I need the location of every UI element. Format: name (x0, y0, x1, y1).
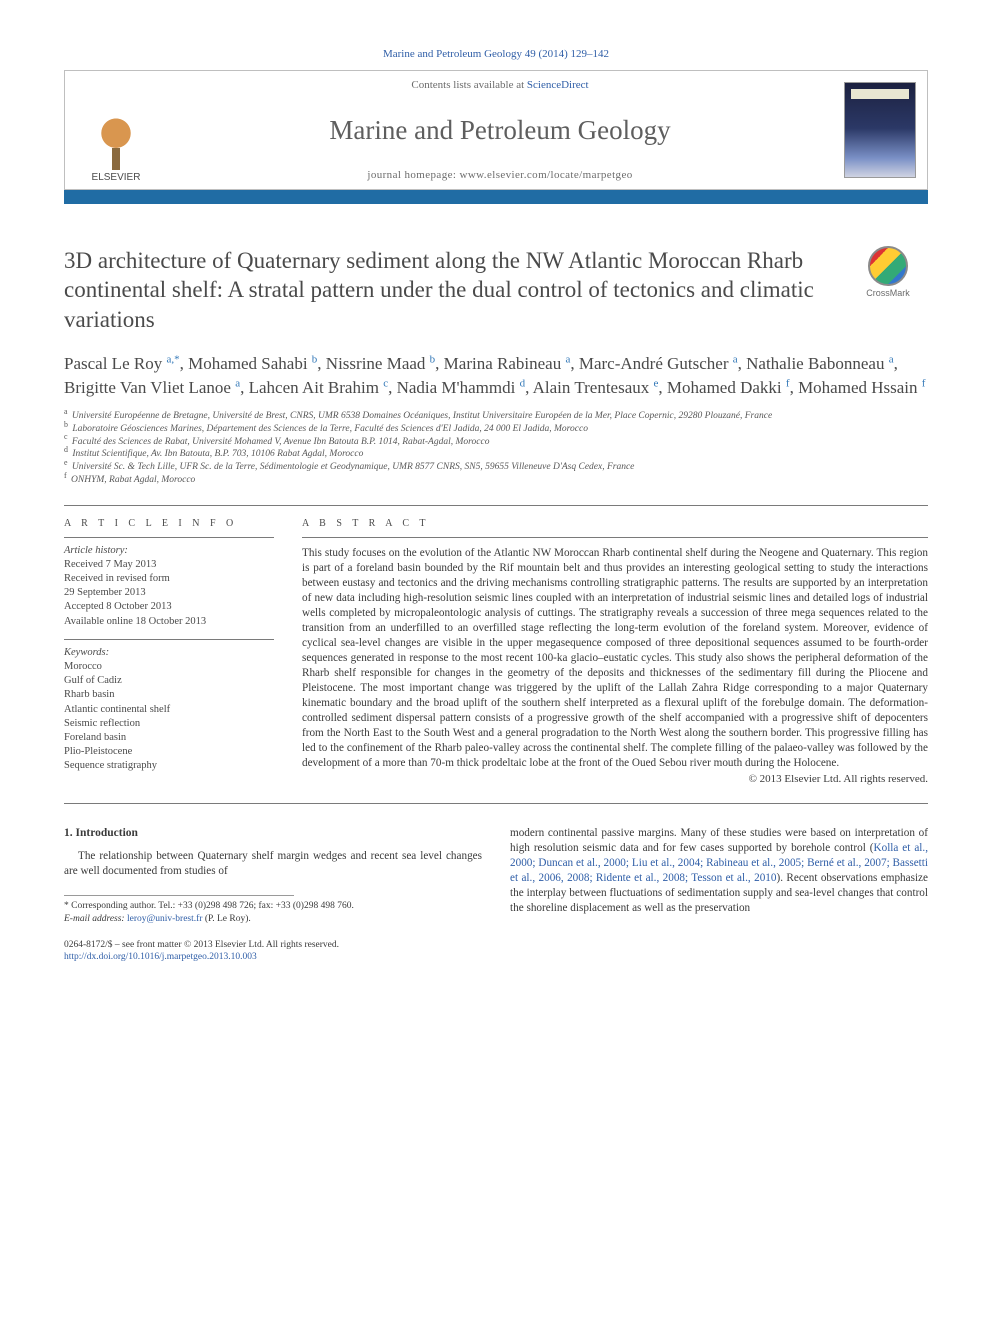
abstract-label: A B S T R A C T (302, 518, 928, 529)
publisher-logo-block: ELSEVIER (65, 71, 167, 189)
body-column-right: modern continental passive margins. Many… (510, 826, 928, 964)
sciencedirect-link[interactable]: ScienceDirect (527, 79, 589, 91)
divider (64, 639, 274, 640)
divider (302, 537, 928, 538)
corr-label: * Corresponding author. Tel.: +33 (0)298… (64, 900, 482, 912)
keyword: Atlantic continental shelf (64, 703, 274, 717)
homepage-url[interactable]: www.elsevier.com/locate/marpetgeo (459, 169, 632, 181)
keywords-block: Keywords: Morocco Gulf of Cadiz Rharb ba… (64, 646, 274, 774)
divider (64, 505, 928, 506)
email-label: E-mail address: (64, 914, 127, 924)
keyword: Seismic reflection (64, 717, 274, 731)
keyword: Plio-Pleistocene (64, 745, 274, 759)
front-matter-line: 0264-8172/$ – see front matter © 2013 El… (64, 939, 482, 951)
keywords-heading: Keywords: (64, 646, 274, 660)
abstract-copyright: © 2013 Elsevier Ltd. All rights reserved… (302, 773, 928, 785)
divider (64, 803, 928, 804)
article-title: 3D architecture of Quaternary sediment a… (64, 246, 848, 334)
keyword: Sequence stratigraphy (64, 759, 274, 773)
email-post: (P. Le Roy). (202, 914, 250, 924)
history-line: Available online 18 October 2013 (64, 615, 274, 629)
article-info-label: A R T I C L E I N F O (64, 518, 274, 529)
affiliation: c Faculté des Sciences de Rabat, Univers… (64, 436, 928, 449)
journal-cover-icon (844, 82, 916, 178)
corresponding-author: * Corresponding author. Tel.: +33 (0)298… (64, 900, 482, 925)
affiliation: e Université Sc. & Tech Lille, UFR Sc. d… (64, 461, 928, 474)
history-line: 29 September 2013 (64, 586, 274, 600)
journal-header: ELSEVIER Contents lists available at Sci… (64, 70, 928, 190)
abstract-text: This study focuses on the evolution of t… (302, 546, 928, 771)
history-heading: Article history: (64, 544, 274, 558)
publisher-label: ELSEVIER (92, 172, 141, 183)
crossmark-label: CrossMark (866, 288, 910, 298)
affiliation: b Laboratoire Géosciences Marines, Dépar… (64, 423, 928, 436)
accent-bar (64, 190, 928, 204)
section-heading: 1. Introduction (64, 826, 482, 841)
history-line: Accepted 8 October 2013 (64, 600, 274, 614)
corr-email-link[interactable]: leroy@univ-brest.fr (127, 914, 203, 924)
authors-list: Pascal Le Roy a,*, Mohamed Sahabi b, Nis… (64, 352, 928, 400)
homepage-line: journal homepage: www.elsevier.com/locat… (167, 169, 833, 181)
affiliation: a Université Européenne de Bretagne, Uni… (64, 410, 928, 423)
keyword: Morocco (64, 660, 274, 674)
crossmark-badge[interactable]: CrossMark (848, 246, 928, 298)
doi-link[interactable]: http://dx.doi.org/10.1016/j.marpetgeo.20… (64, 952, 257, 962)
article-history: Article history: Received 7 May 2013 Rec… (64, 544, 274, 629)
footer-block: 0264-8172/$ – see front matter © 2013 El… (64, 939, 482, 964)
body-para-pre: modern continental passive margins. Many… (510, 827, 928, 854)
crossmark-icon (868, 246, 908, 286)
affiliation: f ONHYM, Rabat Agdal, Morocco (64, 474, 928, 487)
cover-thumb-block (833, 71, 927, 189)
keyword: Rharb basin (64, 688, 274, 702)
affiliations: a Université Européenne de Bretagne, Uni… (64, 410, 928, 487)
elsevier-tree-icon (90, 108, 142, 164)
keyword: Foreland basin (64, 731, 274, 745)
contents-pre: Contents lists available at (411, 79, 526, 91)
journal-title: Marine and Petroleum Geology (167, 115, 833, 146)
divider (64, 537, 274, 538)
history-line: Received in revised form (64, 572, 274, 586)
affiliation: d Institut Scientifique, Av. Ibn Batouta… (64, 448, 928, 461)
body-paragraph: The relationship between Quaternary shel… (64, 849, 482, 879)
keyword: Gulf of Cadiz (64, 674, 274, 688)
contents-available-line: Contents lists available at ScienceDirec… (167, 79, 833, 91)
footnote-divider (64, 895, 294, 896)
history-line: Received 7 May 2013 (64, 558, 274, 572)
header-center: Contents lists available at ScienceDirec… (167, 71, 833, 189)
body-column-left: 1. Introduction The relationship between… (64, 826, 482, 964)
journal-reference: Marine and Petroleum Geology 49 (2014) 1… (64, 48, 928, 60)
homepage-pre: journal homepage: (367, 169, 459, 181)
